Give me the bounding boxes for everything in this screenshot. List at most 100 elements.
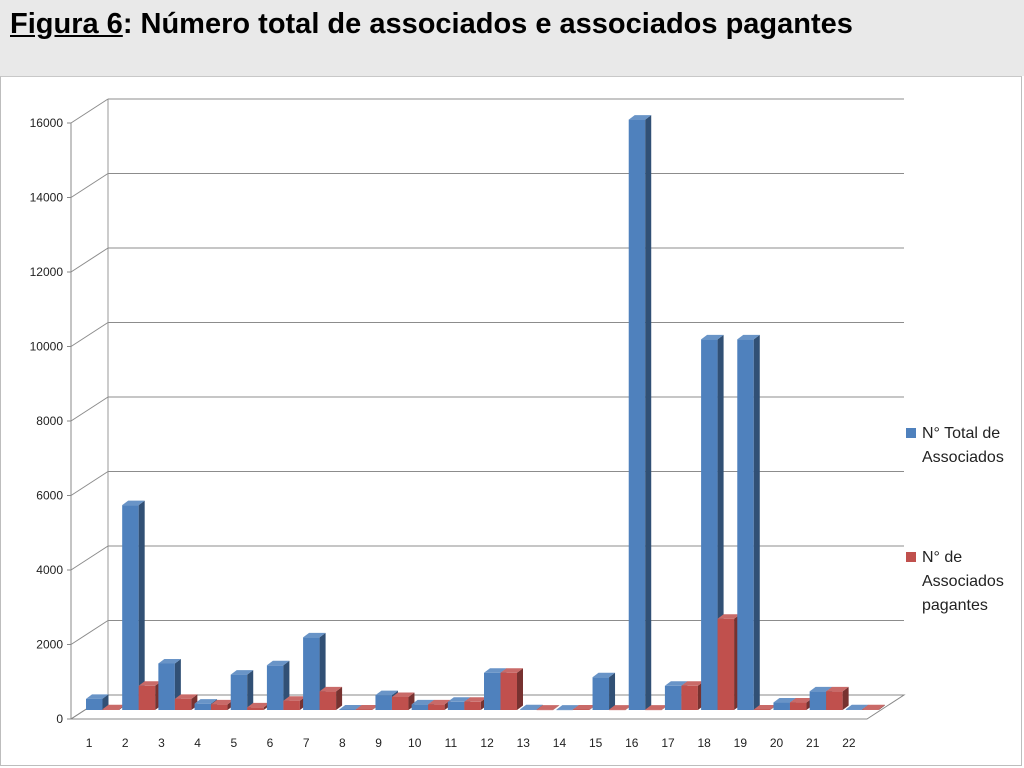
bar-total — [664, 685, 682, 710]
bar-top — [737, 334, 760, 340]
legend-label: N° Total de Associados — [922, 425, 1004, 466]
bar-top — [158, 658, 181, 664]
bar-top — [138, 681, 162, 686]
bar-top — [753, 704, 777, 710]
bar-side — [645, 115, 652, 710]
gridline-side — [70, 396, 109, 422]
bar-side — [517, 668, 523, 710]
bar-side — [336, 686, 343, 710]
y-tick-label: 12000 — [30, 265, 64, 279]
bar-pagantes — [211, 704, 228, 710]
bar-top — [592, 672, 616, 678]
bar-side — [753, 334, 760, 710]
bar-total — [122, 505, 139, 710]
y-tick-label: 2000 — [36, 638, 63, 652]
chart-frame: 0 2000 4000 6000 8000 10000 12000 14000 16000 1 2 3… — [0, 76, 1022, 766]
bar-pagantes — [645, 709, 662, 711]
bar-total — [86, 698, 103, 710]
bar-pagantes — [283, 700, 300, 710]
x-tick-label: 22 — [842, 736, 856, 750]
x-tick-label: 2 — [122, 736, 129, 750]
x-tick-label: 1 — [86, 736, 93, 750]
x-tick-label: 10 — [408, 736, 422, 750]
gridline-side — [70, 471, 109, 496]
bar-side — [138, 500, 145, 710]
bar-top — [211, 699, 234, 705]
legend-swatch — [906, 552, 916, 562]
bar-pagantes — [464, 701, 481, 710]
bar-side — [609, 672, 616, 710]
bar-top — [717, 614, 741, 619]
bar-pagantes — [319, 691, 337, 710]
bar-side — [247, 670, 254, 710]
bar-top — [375, 690, 398, 696]
bar-top — [303, 632, 326, 638]
x-tick-label: 11 — [445, 736, 458, 750]
bar-total — [809, 691, 827, 710]
x-tick-label: 19 — [734, 736, 748, 750]
x-tick-label: 7 — [303, 736, 310, 750]
bar-pagantes — [572, 709, 590, 710]
bar-top — [628, 115, 652, 120]
slide-title: Figura 6: Número total de associados e a… — [10, 8, 853, 41]
bar-top — [122, 500, 145, 506]
x-tick-label: 14 — [553, 736, 567, 750]
bar-pagantes — [753, 709, 771, 710]
x-tick-label: 17 — [661, 736, 675, 750]
bar-top — [845, 704, 869, 710]
x-tick-label: 4 — [194, 736, 201, 750]
bar-total — [194, 703, 212, 710]
bar-top — [194, 699, 218, 704]
bar-top — [266, 660, 290, 666]
x-tick-label: 9 — [375, 736, 382, 750]
bar-pagantes — [428, 704, 445, 710]
bar-top — [789, 698, 813, 703]
x-tick-label: 3 — [158, 736, 165, 750]
y-tick-label: 4000 — [36, 563, 63, 577]
bar-pagantes — [247, 707, 264, 710]
x-tick-label: 15 — [589, 736, 603, 750]
gridline-side — [70, 173, 109, 198]
bar-top — [339, 704, 362, 710]
bar-top — [809, 686, 833, 692]
bar-total — [520, 709, 537, 710]
bar-total — [773, 702, 790, 710]
bar-top — [572, 704, 596, 710]
x-tick-label: 16 — [625, 736, 639, 750]
bar-top — [428, 699, 451, 705]
bar-pagantes — [826, 691, 843, 710]
bar-top — [230, 670, 254, 675]
bar-top — [536, 705, 560, 710]
bar-top — [447, 697, 471, 702]
legend-swatch — [906, 428, 916, 438]
bar-top — [174, 694, 198, 699]
bar-top — [826, 686, 849, 692]
x-tick-label: 12 — [480, 736, 494, 750]
bar-pagantes — [138, 685, 156, 710]
bar-top — [319, 686, 343, 692]
bar-top — [701, 334, 724, 340]
gridline-side — [70, 620, 109, 645]
bar-total — [628, 119, 646, 710]
bar-total — [230, 674, 248, 710]
bar-top — [609, 705, 632, 710]
y-tick-label: 14000 — [30, 191, 64, 205]
gridline-side — [70, 247, 109, 273]
bar-top — [500, 668, 523, 673]
y-tick-label: 0 — [56, 712, 63, 726]
bar-pagantes — [862, 709, 879, 710]
bar-top — [862, 704, 885, 710]
figure-caption: : Número total de associados e associado… — [122, 8, 853, 40]
gridline-side — [70, 98, 109, 124]
bar-top — [681, 681, 704, 686]
bar-total — [556, 709, 573, 711]
bar-top — [664, 681, 688, 686]
y-tick-label: 10000 — [30, 340, 64, 354]
x-tick-label: 6 — [267, 736, 274, 750]
bar-side — [553, 705, 560, 710]
x-tick-label: 5 — [230, 736, 237, 750]
bar-pagantes — [174, 698, 192, 710]
x-tick-label: 8 — [339, 736, 346, 750]
bar-pagantes — [355, 709, 373, 710]
